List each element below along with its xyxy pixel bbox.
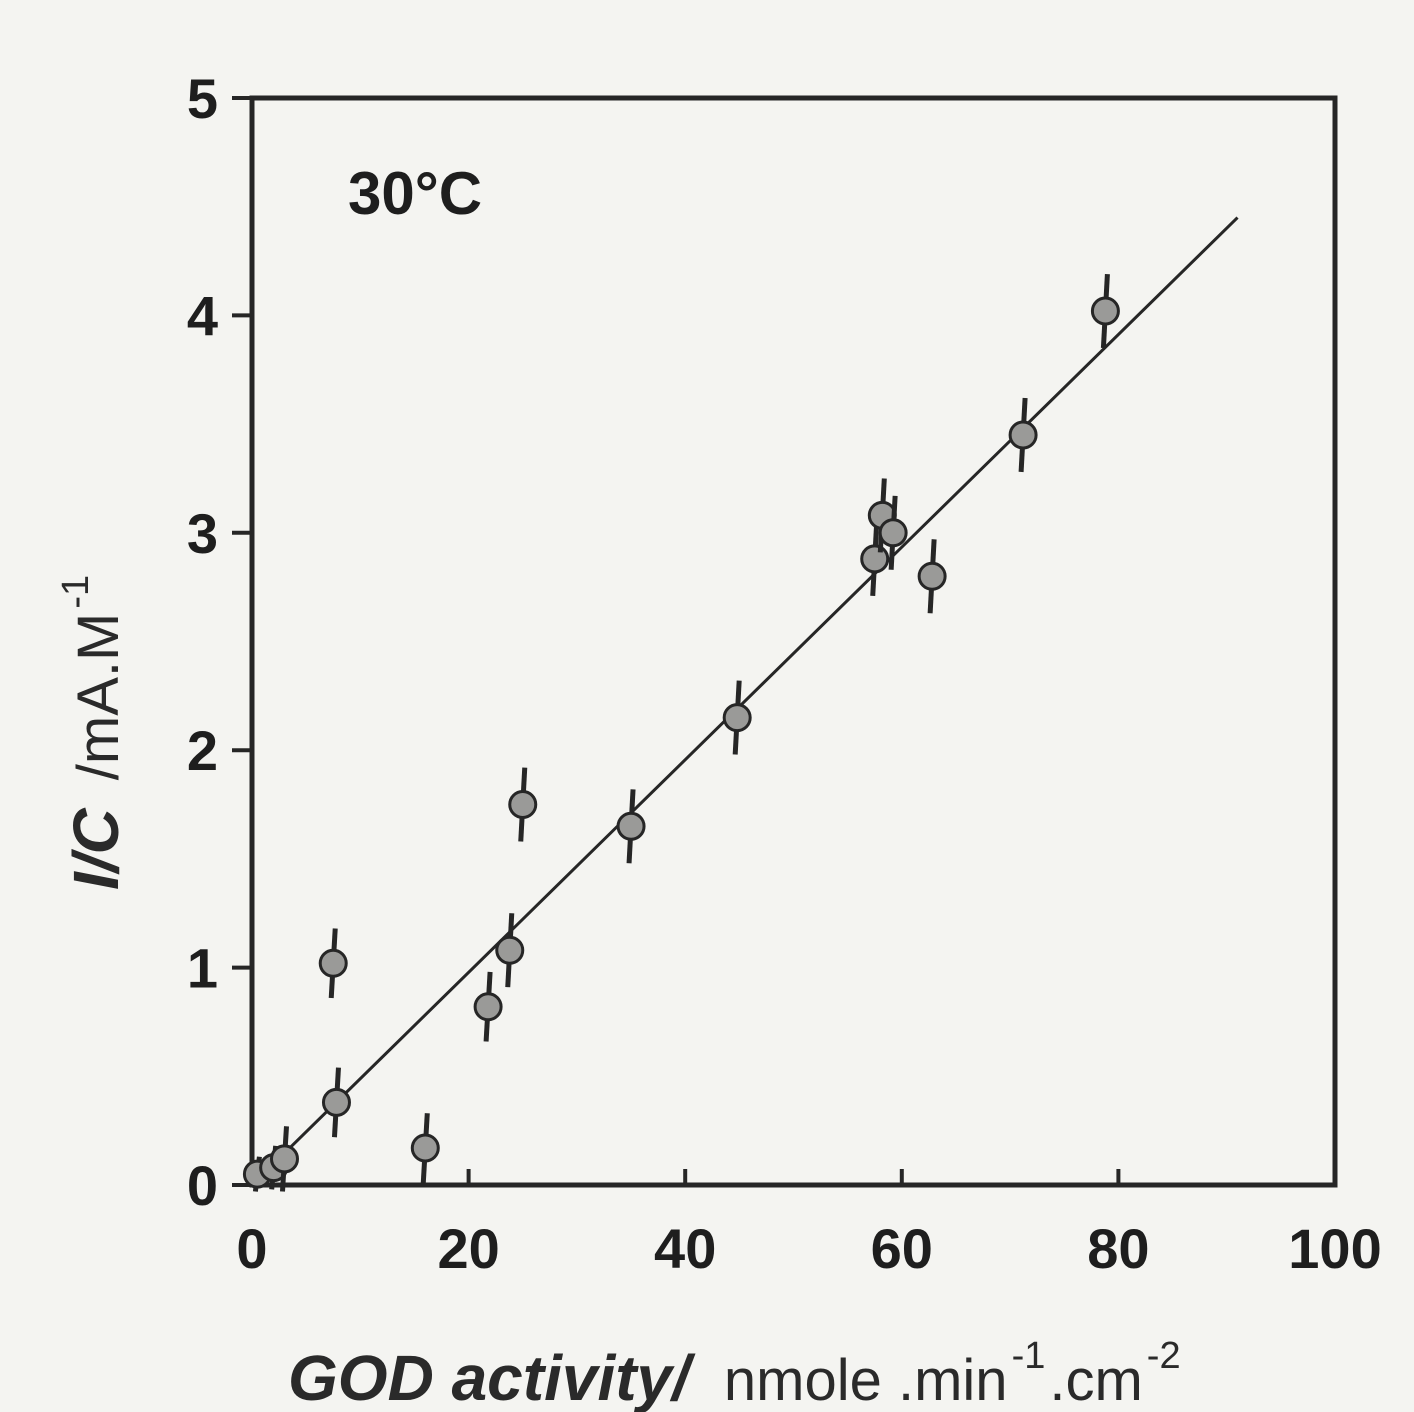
- point-marker: [269, 1144, 299, 1174]
- x-tick-label: 0: [236, 1217, 267, 1280]
- data-point: [318, 928, 348, 999]
- y-axis-label: I/C /mA.M -1: [55, 575, 132, 890]
- data-point: [1090, 273, 1120, 349]
- x-tick-label: 80: [1087, 1217, 1149, 1280]
- data-point: [410, 1113, 440, 1183]
- y-axis-label-sup: -1: [55, 575, 97, 609]
- y-tick-label: 0: [187, 1154, 218, 1217]
- x-axis-label: GOD activity/ nmole .min -1 .cm -2: [288, 1335, 1181, 1412]
- x-tick-label: 100: [1288, 1217, 1381, 1280]
- point-marker: [860, 544, 890, 574]
- point-marker: [616, 811, 646, 841]
- point-marker: [878, 518, 908, 548]
- data-point: [917, 539, 947, 614]
- plot-frame: [249, 95, 1338, 1188]
- y-axis-tick-labels: 0 1 2 3 4 5: [187, 67, 218, 1217]
- x-tick-label: 60: [871, 1217, 933, 1280]
- x-axis-tick-labels: 0 20 40 60 80 100: [236, 1217, 1381, 1280]
- point-marker: [917, 561, 947, 591]
- data-point: [878, 495, 908, 570]
- data-point: [321, 1067, 351, 1138]
- data-point: [1008, 397, 1038, 473]
- x-axis-label-main: GOD activity/: [288, 1342, 696, 1412]
- x-tick-label: 40: [654, 1217, 716, 1280]
- fit-line: [250, 216, 1239, 1187]
- data-point: [473, 971, 503, 1042]
- y-tick-label: 4: [187, 284, 218, 347]
- y-axis-label-main: I/C: [60, 807, 132, 890]
- y-tick-label: 2: [187, 719, 218, 782]
- data-point: [722, 680, 752, 755]
- point-marker: [473, 992, 503, 1022]
- x-axis-label-unit: nmole .min: [724, 1348, 1008, 1412]
- point-marker: [1090, 296, 1120, 326]
- x-axis-label-sup1: -1: [1012, 1335, 1046, 1377]
- point-marker: [321, 1087, 351, 1117]
- data-point: [269, 1126, 299, 1192]
- y-axis-ticks: [232, 96, 252, 1187]
- y-tick-label: 5: [187, 67, 218, 130]
- x-tick-label: 20: [437, 1217, 499, 1280]
- data-point: [508, 767, 538, 842]
- temperature-annotation: 30°C: [348, 160, 482, 227]
- y-tick-label: 3: [187, 502, 218, 565]
- y-tick-label: 1: [187, 937, 218, 1000]
- point-marker: [1008, 420, 1038, 450]
- point-marker: [495, 935, 525, 965]
- y-axis-label-unit: /mA.M: [66, 613, 131, 781]
- data-point: [495, 913, 525, 988]
- point-marker: [508, 790, 538, 820]
- data-points: [242, 273, 1120, 1192]
- x-axis-label-sup2: -2: [1147, 1335, 1181, 1377]
- x-axis-label-mid: .cm: [1049, 1348, 1142, 1412]
- data-point: [616, 789, 646, 864]
- point-marker: [410, 1133, 440, 1163]
- point-marker: [722, 703, 752, 733]
- point-marker: [318, 948, 348, 978]
